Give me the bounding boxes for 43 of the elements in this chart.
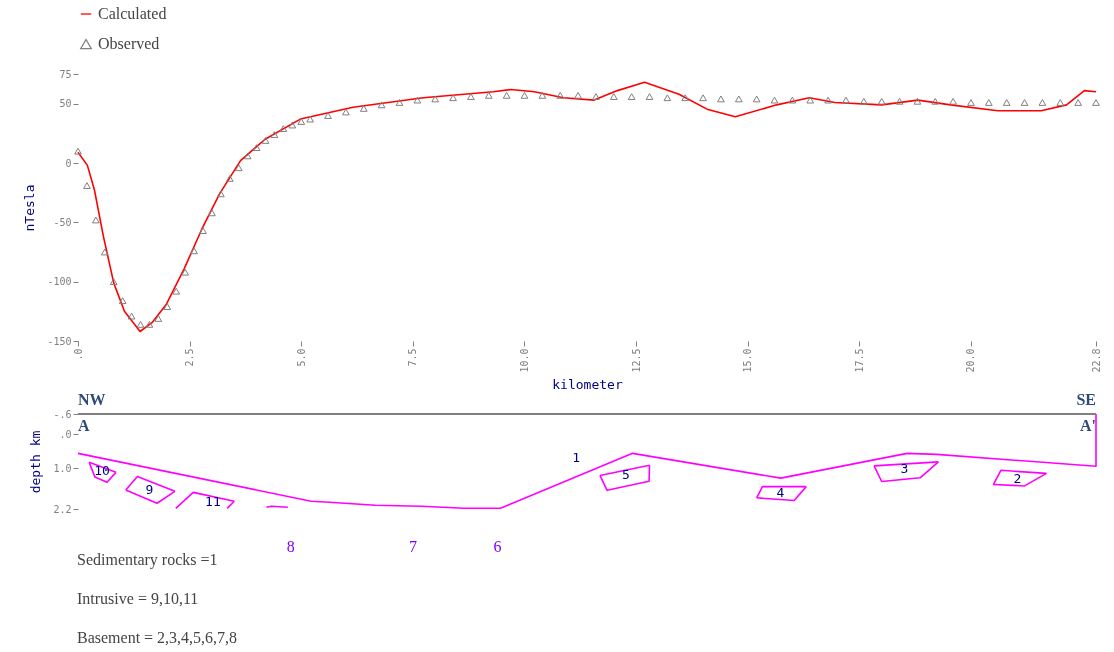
series-label: 9	[145, 482, 154, 498]
text: 6	[493, 538, 502, 555]
series-label: 10	[94, 463, 110, 479]
x-tick-label: 2.5	[184, 348, 196, 367]
y-tick-label: -.6	[53, 408, 72, 420]
x-tick-label: 5.0	[295, 348, 307, 367]
y-tick-label: 2.2	[53, 503, 72, 515]
y-tick-label: -50	[53, 216, 72, 228]
annotation: 1	[572, 450, 581, 465]
text: Basement = 2,3,4,5,6,7,8	[77, 628, 238, 648]
legend-label: Observed	[98, 35, 160, 52]
series-label: 11	[205, 494, 221, 510]
y-axis-title: depth km	[28, 430, 44, 494]
annotation: A	[78, 417, 90, 434]
y-tick-label: 1.0	[53, 462, 72, 474]
x-tick-label: 20.0	[965, 348, 977, 373]
x-tick-label: 15.0	[742, 348, 754, 373]
text: 7	[408, 538, 417, 555]
y-tick-label: 50	[59, 98, 72, 110]
legend-label: Calculated	[98, 5, 167, 22]
text: NW	[78, 391, 106, 408]
series-label: 2	[1013, 470, 1022, 486]
text: 8	[286, 538, 295, 555]
x-tick-label: 22.8	[1090, 348, 1102, 373]
text: Intrusive = 9,10,11	[77, 589, 200, 609]
y-tick-label: -100	[47, 276, 72, 288]
series-label: 3	[900, 461, 909, 477]
y-tick-label: -150	[47, 335, 72, 347]
text: Sedimentary rocks =1	[77, 550, 219, 571]
y-tick-label: 75	[59, 68, 72, 80]
y-tick-label: 0	[65, 157, 72, 169]
x-tick-label: 17.5	[853, 348, 865, 373]
annotation: A'	[1080, 417, 1096, 434]
x-tick-label: .0	[72, 348, 84, 361]
x-axis-title: kilometer	[552, 376, 623, 392]
x-tick-label: 10.0	[518, 348, 530, 373]
series-label: 5	[621, 467, 630, 483]
series-label: 4	[776, 484, 785, 500]
y-tick-label: .0	[59, 428, 72, 440]
x-tick-label: 12.5	[630, 348, 642, 373]
x-tick-label: 7.5	[407, 348, 419, 367]
text: SE	[1076, 391, 1096, 408]
y-axis-title: nTesla	[22, 184, 38, 232]
